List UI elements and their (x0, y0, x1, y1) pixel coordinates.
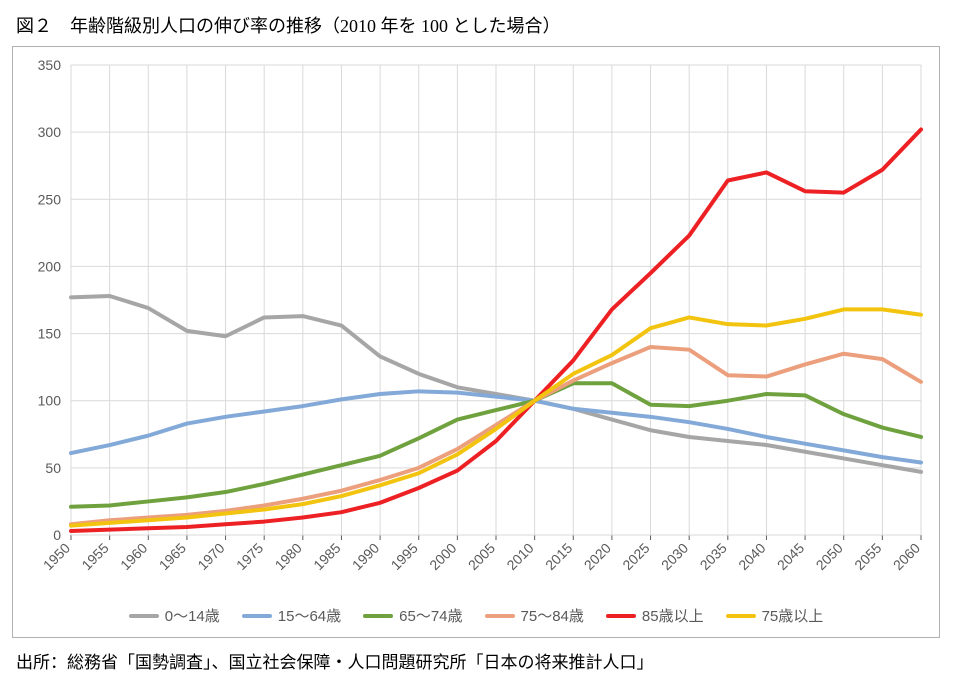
svg-text:1980: 1980 (272, 540, 305, 573)
svg-text:2035: 2035 (697, 540, 730, 573)
svg-text:2020: 2020 (581, 540, 614, 573)
svg-text:2040: 2040 (735, 540, 768, 573)
chart-legend: 0～14歳 15～64歳 65～74歳 75～84歳 85歳以上 75歳以上 (13, 597, 939, 632)
legend-label: 75～84歳 (521, 605, 584, 626)
svg-text:300: 300 (38, 124, 62, 140)
svg-text:1975: 1975 (233, 540, 266, 573)
svg-text:1985: 1985 (310, 540, 343, 573)
svg-text:100: 100 (38, 393, 62, 409)
svg-text:2000: 2000 (426, 540, 459, 573)
svg-text:50: 50 (45, 460, 61, 476)
svg-text:2025: 2025 (619, 540, 652, 573)
svg-text:1950: 1950 (40, 540, 73, 573)
legend-label: 65～74歳 (399, 605, 462, 626)
svg-text:2060: 2060 (890, 540, 923, 573)
svg-text:2050: 2050 (813, 540, 846, 573)
line-chart: 0501001502002503003501950195519601965197… (13, 47, 941, 597)
legend-label: 0～14歳 (165, 605, 220, 626)
svg-text:150: 150 (38, 326, 62, 342)
svg-text:1990: 1990 (349, 540, 382, 573)
svg-text:2030: 2030 (658, 540, 691, 573)
svg-text:2015: 2015 (542, 540, 575, 573)
legend-item: 65～74歳 (363, 605, 462, 626)
svg-text:1965: 1965 (156, 540, 189, 573)
svg-text:1970: 1970 (194, 540, 227, 573)
legend-item: 75歳以上 (726, 605, 824, 626)
legend-item: 75～84歳 (485, 605, 584, 626)
svg-text:2010: 2010 (503, 540, 536, 573)
legend-item: 85歳以上 (606, 605, 704, 626)
svg-text:2045: 2045 (774, 540, 807, 573)
legend-item: 0～14歳 (129, 605, 220, 626)
legend-swatch (726, 614, 756, 618)
legend-swatch (485, 614, 515, 618)
legend-swatch (363, 614, 393, 618)
svg-text:350: 350 (38, 57, 62, 73)
figure-title: 図２ 年齢階級別人口の伸び率の推移（2010 年を 100 とした場合） (16, 12, 948, 38)
source-note: 出所：総務省「国勢調査」、国立社会保障・人口問題研究所「日本の将来推計人口」 (16, 648, 948, 673)
legend-swatch (606, 614, 636, 618)
legend-swatch (242, 614, 272, 618)
svg-text:2005: 2005 (465, 540, 498, 573)
chart-frame: 0501001502002503003501950195519601965197… (12, 46, 940, 638)
legend-swatch (129, 614, 159, 618)
legend-label: 75歳以上 (762, 605, 824, 626)
svg-text:2055: 2055 (851, 540, 884, 573)
svg-text:200: 200 (38, 258, 62, 274)
legend-label: 85歳以上 (642, 605, 704, 626)
legend-label: 15～64歳 (278, 605, 341, 626)
svg-text:1955: 1955 (78, 540, 111, 573)
svg-text:1995: 1995 (388, 540, 421, 573)
svg-text:1960: 1960 (117, 540, 150, 573)
legend-item: 15～64歳 (242, 605, 341, 626)
svg-text:250: 250 (38, 191, 62, 207)
